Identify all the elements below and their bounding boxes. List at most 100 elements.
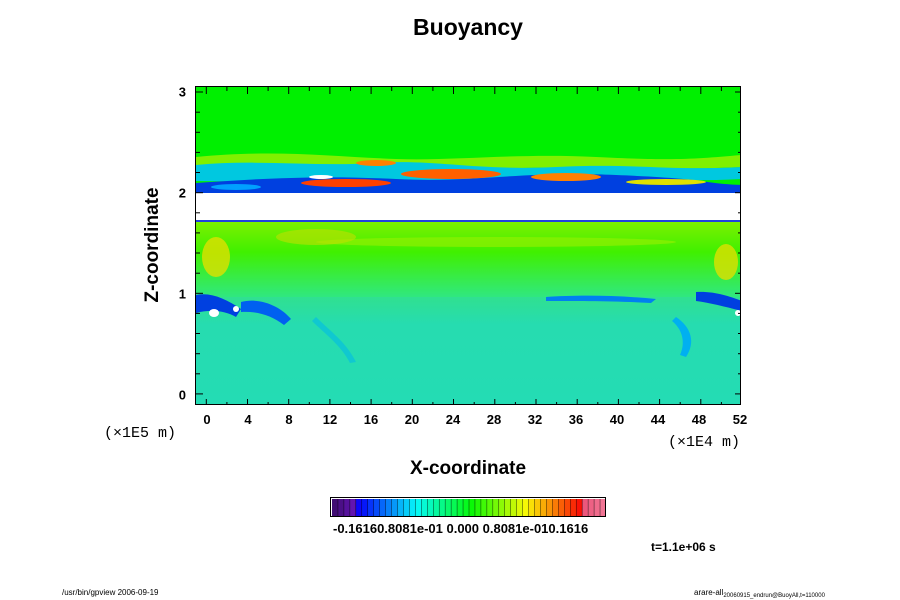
colorbar-segment — [534, 499, 541, 516]
colorbar-segment — [385, 499, 392, 516]
colorbar-segment — [427, 499, 434, 516]
colorbar-segment — [516, 499, 523, 516]
gap-region — [196, 193, 740, 221]
colorbar-segment — [570, 499, 577, 516]
colorbar-segment — [546, 499, 553, 516]
colorbar-segment — [433, 499, 440, 516]
upper-band — [626, 179, 706, 185]
x-tick-label: 24 — [445, 412, 461, 427]
colorbar-segment — [576, 499, 583, 516]
plume — [546, 295, 656, 303]
middle-field — [202, 237, 230, 277]
colorbar-segment — [558, 499, 565, 516]
upper-band — [401, 169, 501, 179]
x-tick-label: 32 — [527, 412, 543, 427]
x-axis-label: X-coordinate — [409, 458, 527, 479]
colorbar-segment — [367, 499, 374, 516]
colorbar-segment — [409, 499, 416, 516]
colorbar-segment — [492, 499, 500, 516]
x-tick-label: 12 — [322, 412, 338, 427]
y-tick-label: 2 — [178, 185, 186, 201]
upper-band — [531, 173, 601, 181]
colorbar-labels: -0.16160.8081e-01 0.000 0.8081e-010.1616 — [333, 521, 589, 536]
colorbar-segment — [504, 499, 511, 516]
x-unit-label: (×1E4 m) — [668, 434, 741, 451]
upper-band — [356, 160, 396, 166]
colorbar-segment — [451, 499, 458, 516]
middle-field — [714, 244, 738, 280]
plume — [672, 317, 692, 357]
buoyancy-field — [196, 87, 740, 404]
x-tick-label: 4 — [244, 412, 252, 427]
x-tick-label: 20 — [404, 412, 420, 427]
colorbar-segment — [343, 499, 351, 516]
x-tick-label: 36 — [568, 412, 584, 427]
plume — [196, 294, 241, 317]
upper-band — [196, 174, 740, 193]
colorbar-segment — [397, 499, 404, 516]
colorbar-segment — [474, 499, 482, 516]
x-tick-label: 48 — [691, 412, 707, 427]
colorbar-segment — [522, 499, 529, 516]
colorbar-segment — [528, 499, 535, 516]
x-tick-label: 40 — [609, 412, 625, 427]
colorbar — [330, 497, 606, 517]
y-tick-label: 3 — [178, 84, 186, 100]
gap-edge — [196, 220, 740, 222]
colorbar-segment — [439, 499, 446, 516]
colorbar-segment — [486, 499, 494, 516]
colorbar-segment — [391, 499, 398, 516]
chart-title: Buoyancy — [413, 14, 523, 40]
colorbar-segment — [415, 499, 422, 516]
colorbar-segment — [582, 499, 589, 516]
plume — [696, 291, 740, 311]
colorbar-segment — [594, 499, 601, 516]
y-tick-label: 0 — [178, 387, 186, 403]
upper-band — [309, 175, 333, 179]
middle-field — [276, 229, 356, 245]
x-tick-label: 52 — [732, 412, 748, 427]
colorbar-segment — [498, 499, 506, 516]
colorbar-segment — [552, 499, 559, 516]
footer-right-main: arare-all — [694, 588, 724, 597]
colorbar-segment — [445, 499, 452, 516]
colorbar-segment — [588, 499, 595, 516]
y-tick-label: 1 — [178, 286, 186, 302]
plume — [735, 310, 740, 316]
colorbar-segment — [361, 499, 369, 516]
upper-band — [301, 179, 391, 187]
colorbar-segment — [463, 499, 470, 516]
colorbar-segment — [510, 499, 517, 516]
x-tick-label: 0 — [203, 412, 211, 427]
plume — [233, 306, 239, 312]
footer-left: /usr/bin/gpview 2006-09-19 — [62, 588, 159, 597]
colorbar-segment — [373, 499, 380, 516]
x-tick-label: 28 — [486, 412, 502, 427]
plume — [209, 309, 219, 317]
y-unit-label: (×1E5 m) — [104, 425, 177, 442]
colorbar-segment — [480, 499, 488, 516]
x-tick-label: 8 — [285, 412, 293, 427]
colorbar-segment — [403, 499, 410, 516]
footer-right: arare-all20060915_endrun@BuoyAll,t=11000… — [694, 588, 825, 599]
middle-field — [316, 237, 676, 247]
plot-area — [195, 86, 741, 405]
colorbar-segment — [564, 499, 571, 516]
middle-field — [196, 222, 740, 297]
colorbar-segment — [421, 499, 428, 516]
plume — [241, 300, 291, 325]
x-tick-label: 44 — [650, 412, 666, 427]
x-tick-label: 16 — [363, 412, 379, 427]
colorbar-segment — [355, 499, 363, 516]
upper-band — [211, 184, 261, 190]
colorbar-segment — [600, 499, 605, 516]
colorbar-segment — [349, 499, 357, 516]
colorbar-segment — [337, 499, 345, 516]
colorbar-segment — [457, 499, 464, 516]
colorbar-segment — [379, 499, 386, 516]
colorbar-segment — [540, 499, 547, 516]
colorbar-segment — [469, 499, 476, 516]
y-axis-label: Z-coordinate — [142, 187, 163, 303]
footer-right-sub: 20060915_endrun@BuoyAll,t=110000 — [723, 593, 825, 599]
plume — [312, 317, 356, 363]
